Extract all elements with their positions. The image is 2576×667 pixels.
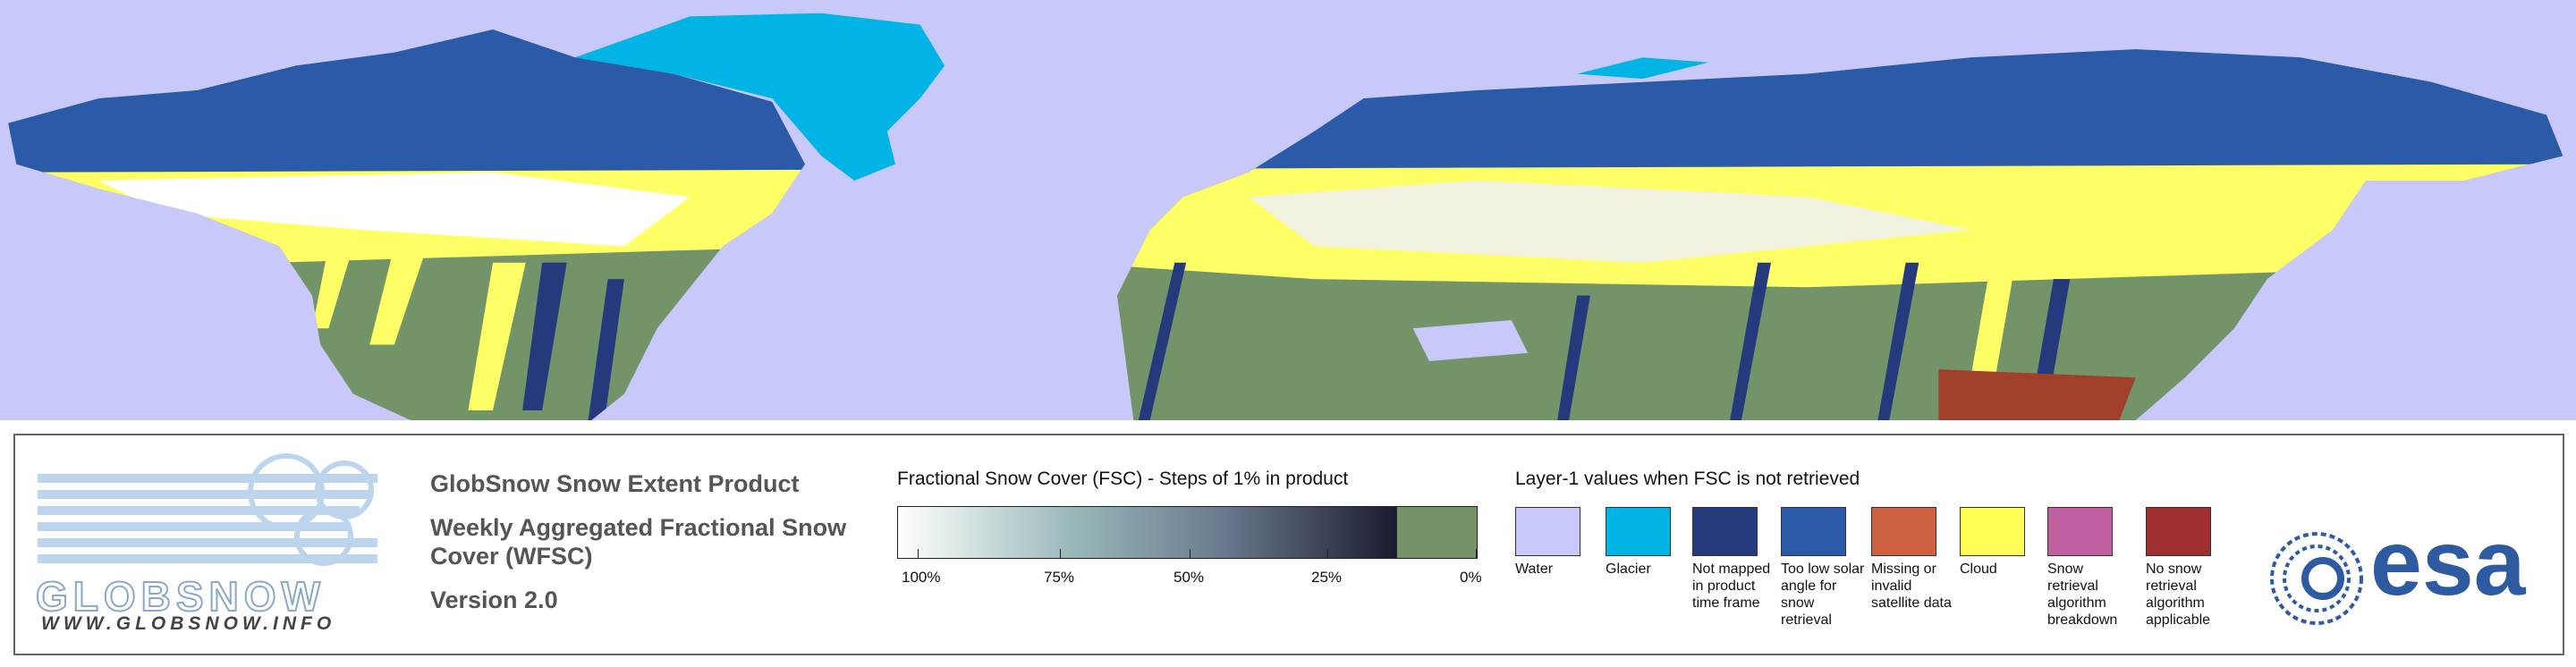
fsc-tick-mark: [1060, 549, 1061, 558]
legend-label: Too low solar angle for snow retrieval: [1781, 561, 1865, 628]
snow-map: [0, 0, 2576, 420]
esa-wordmark: esa: [2370, 511, 2526, 615]
legend-swatch: [1692, 507, 1758, 556]
legend-panel: [13, 434, 2564, 655]
logo-name: GLOBSNOW: [35, 572, 326, 621]
legend-swatch: [1871, 507, 1936, 556]
fsc-tick-mark: [1190, 549, 1191, 558]
product-title: GlobSnow Snow Extent Product: [430, 470, 800, 497]
legend-label: Glacier: [1606, 561, 1651, 577]
globsnow-logo-graphic: [38, 453, 377, 566]
legend-label: Cloud: [1960, 561, 1997, 577]
legend-label: Not mapped in product time frame: [1692, 561, 1771, 611]
fsc-tick-label: 100%: [902, 569, 941, 586]
fsc-tick-label: 75%: [1044, 569, 1075, 586]
fsc-tick-label: 25%: [1311, 569, 1343, 586]
fsc-tick-mark: [1327, 549, 1328, 558]
product-subtitle: Cover (WFSC): [430, 543, 593, 570]
legend-swatch: [1781, 507, 1846, 556]
esa-logo: [2270, 532, 2363, 625]
legend-label: Water: [1515, 561, 1554, 577]
fsc-tick-label: 0%: [1460, 569, 1482, 586]
layer1-legend-title: Layer-1 values when FSC is not retrieved: [1515, 469, 1860, 489]
legend-swatch: [2047, 507, 2113, 556]
legend-swatch: [1606, 507, 1671, 556]
fsc-tick-mark: [918, 549, 919, 558]
legend-swatch: [1515, 507, 1580, 556]
fsc-legend-title: Fractional Snow Cover (FSC) - Steps of 1…: [897, 469, 1349, 489]
legend-swatch: [1960, 507, 2025, 556]
legend-label: Missing or invalid satellite data: [1871, 561, 1952, 611]
legend-swatch: [2146, 507, 2211, 556]
product-subtitle: Weekly Aggregated Fractional Snow: [430, 514, 847, 541]
fsc-tick-mark: [1476, 549, 1477, 558]
legend-label: Snow retrieval algorithm breakdown: [2047, 561, 2118, 628]
logo-url: WWW.GLOBSNOW.INFO: [41, 613, 336, 634]
legend-label: No snow retrieval algorithm applicable: [2146, 561, 2211, 628]
fsc-zero-swatch: [1396, 506, 1478, 559]
fsc-tick-label: 50%: [1174, 569, 1205, 586]
product-version: Version 2.0: [430, 587, 558, 613]
fsc-gradient: [897, 506, 1398, 559]
